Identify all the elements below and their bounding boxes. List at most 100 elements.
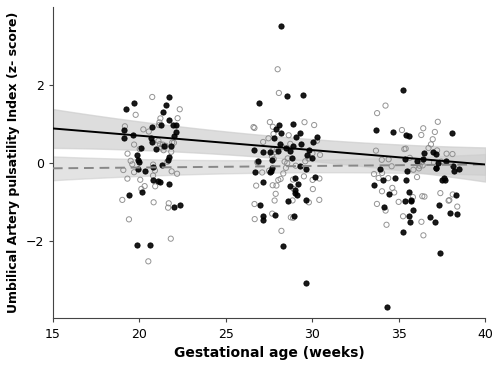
Point [259, 179, 267, 185]
Point [402, 146, 409, 152]
Point [280, 159, 288, 165]
Point [122, 106, 130, 112]
Point [150, 164, 158, 170]
Point [294, 192, 302, 198]
Point [292, 175, 300, 181]
Point [170, 204, 177, 210]
Point [418, 193, 426, 199]
Point [410, 167, 418, 173]
Point [420, 150, 428, 156]
Point [270, 156, 278, 162]
Point [372, 127, 380, 133]
Point [434, 160, 442, 166]
Point [301, 158, 309, 164]
Point [165, 117, 173, 123]
Point [400, 229, 407, 235]
Point [310, 139, 318, 145]
Point [418, 219, 426, 225]
Point [302, 280, 310, 286]
Point [149, 161, 157, 167]
Point [140, 127, 147, 132]
Point [274, 148, 282, 154]
Point [288, 197, 296, 203]
Point [154, 138, 162, 144]
Point [311, 174, 319, 180]
Point [258, 149, 266, 155]
Point [376, 166, 384, 171]
Point [298, 92, 306, 98]
Point [431, 129, 439, 135]
Point [382, 208, 390, 214]
Point [399, 213, 407, 219]
Point [268, 157, 276, 163]
Point [250, 147, 258, 153]
Point [388, 163, 396, 169]
Point [268, 168, 276, 174]
Point [172, 122, 180, 128]
Point [373, 110, 381, 116]
Point [448, 163, 456, 169]
Point [428, 136, 436, 142]
Point [400, 87, 407, 93]
Point [265, 168, 273, 174]
Point [167, 236, 175, 241]
Point [266, 119, 274, 125]
Point [130, 100, 138, 106]
Point [160, 147, 168, 153]
Point [442, 151, 450, 157]
Point [286, 184, 294, 189]
Point [137, 145, 145, 151]
Point [124, 176, 132, 182]
Point [254, 160, 262, 166]
Point [152, 146, 160, 152]
Point [394, 199, 402, 205]
Point [437, 159, 445, 164]
Point [286, 148, 294, 154]
Point [385, 191, 393, 197]
Point [416, 163, 424, 169]
Point [308, 177, 316, 183]
Y-axis label: Umbilical Artery pulsatility Index (z- score): Umbilical Artery pulsatility Index (z- s… [7, 12, 20, 313]
Point [284, 198, 292, 204]
Point [174, 115, 182, 121]
Point [250, 216, 258, 222]
Point [407, 198, 415, 204]
Point [284, 132, 292, 138]
Point [251, 169, 259, 175]
Point [146, 243, 154, 248]
Point [255, 100, 263, 106]
Point [253, 159, 261, 165]
Point [280, 171, 287, 177]
Point [268, 147, 276, 153]
Point [407, 197, 415, 203]
Point [282, 165, 290, 171]
Point [168, 143, 175, 149]
Point [433, 148, 441, 153]
Point [372, 148, 380, 154]
Point [125, 192, 133, 198]
Point [129, 132, 137, 138]
Point [382, 222, 390, 228]
Point [310, 122, 318, 128]
Point [156, 115, 164, 121]
Point [268, 153, 276, 159]
Point [379, 177, 387, 182]
Point [274, 177, 282, 183]
Point [154, 178, 162, 184]
Point [276, 141, 284, 146]
Point [259, 218, 267, 224]
Point [132, 242, 140, 248]
Point [378, 188, 386, 194]
Point [290, 213, 298, 219]
Point [264, 135, 272, 141]
Point [414, 158, 422, 164]
Point [274, 66, 281, 72]
Point [118, 197, 126, 203]
Point [426, 214, 434, 220]
Point [250, 124, 258, 130]
Point [277, 130, 285, 136]
Point [159, 109, 167, 115]
Point [128, 161, 136, 167]
Point [164, 155, 172, 160]
Point [282, 145, 290, 151]
